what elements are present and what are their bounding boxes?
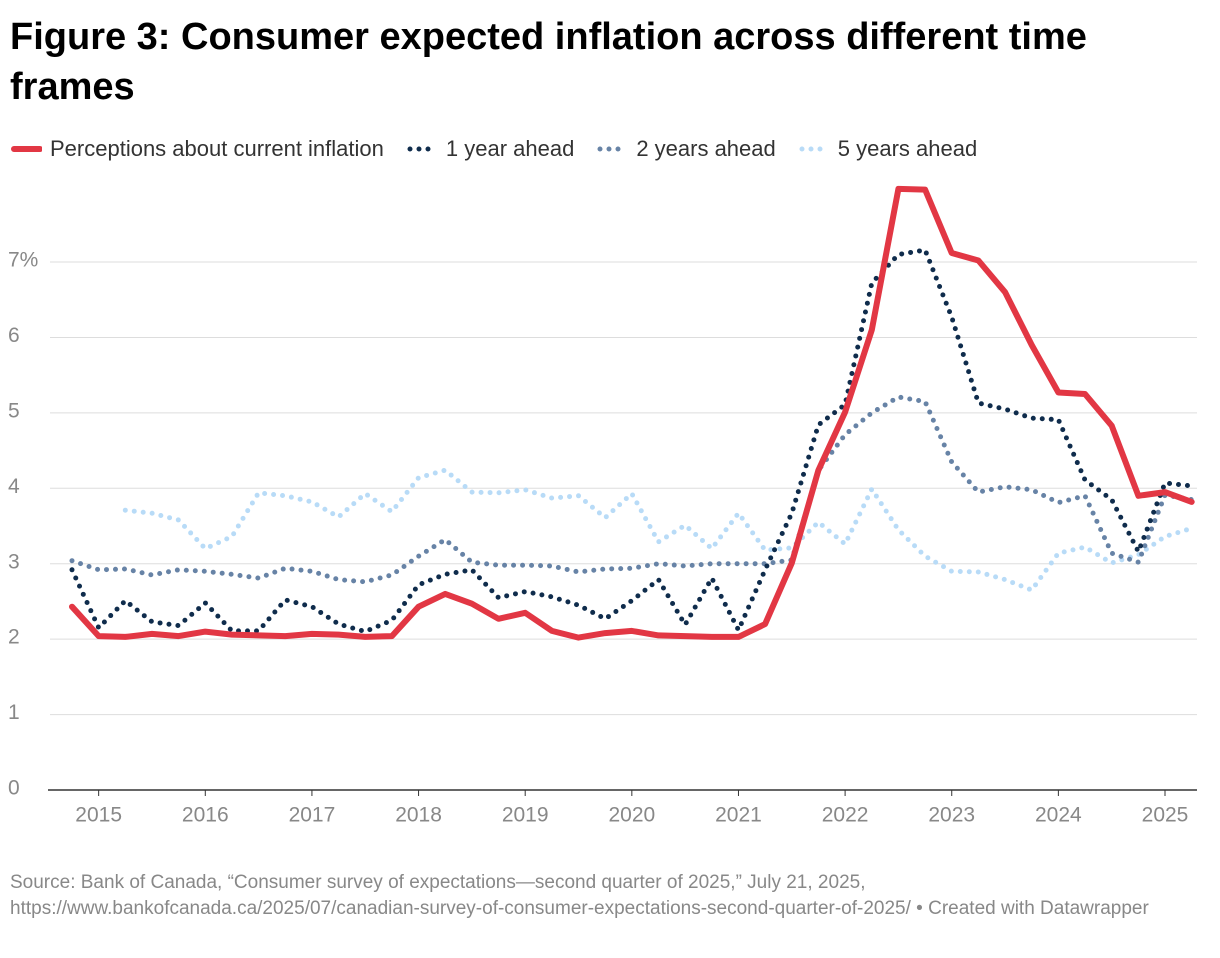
legend-swatch [407,146,438,152]
legend-label: 5 years ahead [837,136,978,161]
legend-swatch [597,146,629,152]
y-tick-label: 0 [8,777,20,800]
legend-item: 5 years ahead [798,136,977,162]
y-tick-label: 3 [8,550,20,573]
chart-title: Figure 3: Consumer expected inflation ac… [10,16,1087,108]
x-tick-label: 2016 [182,804,229,827]
x-tick-label: 2024 [1035,804,1082,827]
chart: 0 1 2 3 4 5 6 7% 2015 2016 2017 2018 2019 2020 2021 202… [8,185,1197,827]
y-tick-label: 6 [8,324,20,347]
x-tick-label: 2020 [608,804,655,827]
legend-label: Perceptions about current inflation [50,136,384,161]
legend-swatch [11,146,42,152]
y-tick-label: 1 [8,701,20,724]
series-line [69,394,1195,585]
legend-item: 1 year ahead [406,136,574,162]
x-tick-label: 2015 [75,804,122,827]
x-tick-label: 2022 [822,804,869,827]
series-line [69,185,1195,641]
x-tick-label: 2017 [289,804,336,827]
source-note: Source: Bank of Canada, “Consumer survey… [10,872,1149,919]
x-tick-label: 2021 [715,804,762,827]
legend-swatch [799,146,830,152]
legend-label: 1 year ahead [445,136,575,161]
series-line [69,247,1195,635]
y-tick-label: 5 [8,399,20,422]
legend-item: Perceptions about current inflation [10,136,384,162]
legend: Perceptions about current inflation 1 yea… [10,136,977,162]
x-tick-label: 2019 [502,804,549,827]
y-tick-label: 2 [8,626,20,649]
x-tick-label: 2025 [1142,804,1189,827]
legend-item: 2 years ahead [596,136,776,162]
y-tick-label: 4 [8,475,20,498]
x-tick-label: 2023 [928,804,975,827]
series-line [122,467,1195,593]
y-tick-label: 7% [8,249,38,272]
legend-label: 2 years ahead [636,136,776,161]
x-tick-label: 2018 [395,804,442,827]
